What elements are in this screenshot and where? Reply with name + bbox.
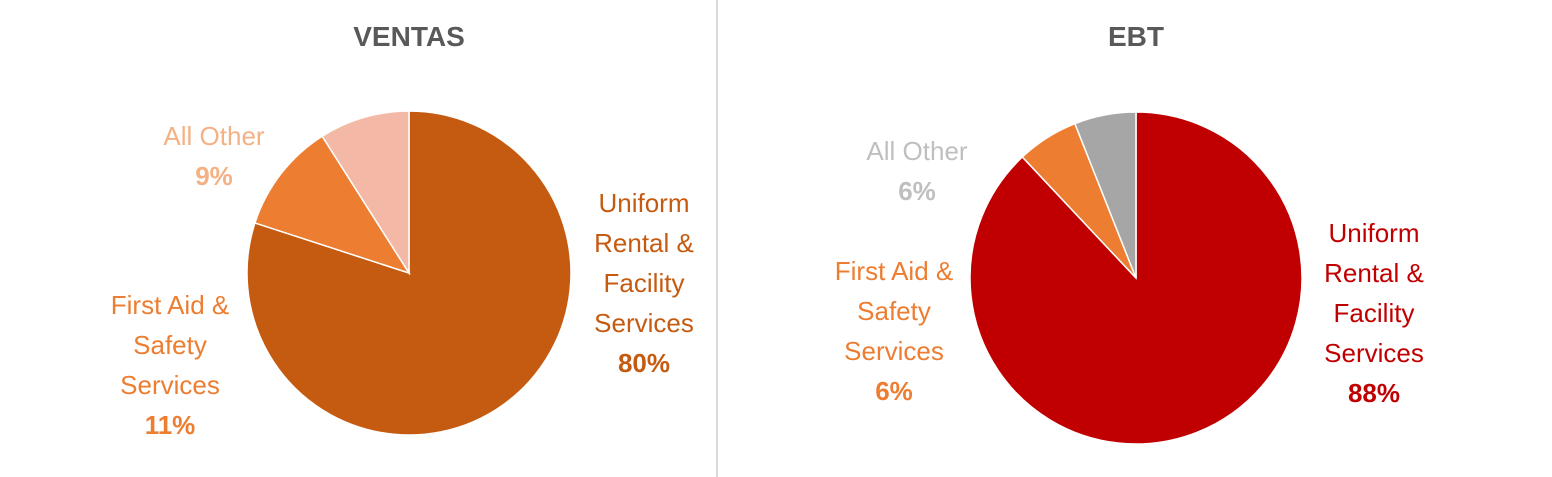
- slice-label-line: First Aid &: [835, 256, 953, 286]
- slice-label-line: Services: [1324, 338, 1424, 368]
- slice-label-line: Facility: [604, 268, 685, 298]
- slice-label-line: Safety: [857, 296, 931, 326]
- slice-percent: 80%: [618, 348, 670, 378]
- slice-percent: 6%: [898, 176, 936, 206]
- slice-label-line: Rental &: [1324, 258, 1424, 288]
- slice-label-line: Uniform: [598, 188, 689, 218]
- slice-label: All Other 6%: [866, 136, 967, 206]
- slice-label-line: Services: [594, 308, 694, 338]
- slice-label-line: Facility: [1334, 298, 1415, 328]
- pie-slices: [969, 111, 1303, 445]
- slice-percent: 9%: [195, 161, 233, 191]
- slice-label-line: Safety: [133, 330, 207, 360]
- slice-label-line: Services: [120, 370, 220, 400]
- pie-slice: [253, 135, 411, 275]
- slice-label-line: Rental &: [594, 228, 694, 258]
- ebt-pie-chart: EBT Uniform Rental & Facility Services 88% Fi…: [835, 21, 1424, 445]
- slice-label-line: First Aid &: [111, 290, 229, 320]
- slice-label-line: All Other: [866, 136, 967, 166]
- slice-label-line: Uniform: [1328, 218, 1419, 248]
- slice-percent: 88%: [1348, 378, 1400, 408]
- ventas-pie-chart: VENTAS Uniform Rental & Facility Services 80…: [111, 21, 694, 440]
- slice-label: First Aid & Safety Services 6%: [835, 256, 953, 406]
- pie-slices: [246, 110, 572, 436]
- slice-label-line: All Other: [163, 121, 264, 151]
- slice-label: All Other 9%: [163, 121, 264, 191]
- slice-percent: 6%: [875, 376, 913, 406]
- slice-label: First Aid & Safety Services 11%: [111, 290, 229, 440]
- slice-percent: 11%: [145, 410, 196, 440]
- pie-labels: Uniform Rental & Facility Services 80% First …: [111, 121, 694, 440]
- slice-label: Uniform Rental & Facility Services 80%: [594, 188, 694, 378]
- pie-labels: Uniform Rental & Facility Services 88% First …: [835, 136, 1424, 408]
- slice-label-line: Services: [844, 336, 944, 366]
- chart-title: EBT: [1108, 21, 1164, 52]
- slice-label: Uniform Rental & Facility Services 88%: [1324, 218, 1424, 408]
- pie-slice: [321, 110, 410, 276]
- pie-slice: [1073, 111, 1137, 279]
- chart-title: VENTAS: [353, 21, 465, 52]
